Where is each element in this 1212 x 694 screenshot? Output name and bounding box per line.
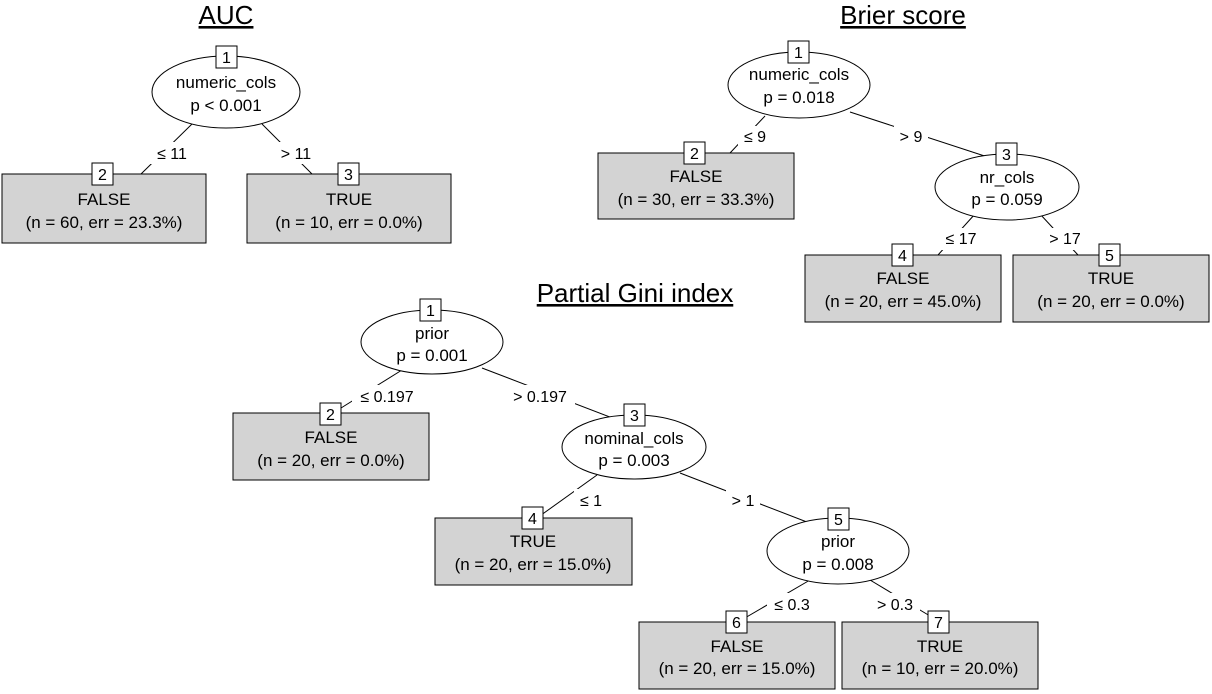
node-id-box	[215, 45, 238, 69]
tree-partial-gini-index: Partial Gini index ≤ 0.197 > 0.197 ≤ 1 >…	[232, 278, 1039, 690]
edge-label: > 0.3	[877, 597, 913, 614]
node-id-box	[1098, 243, 1121, 267]
node-id: 1	[794, 45, 803, 62]
leaf-label: TRUE	[510, 532, 556, 551]
node-id: 2	[326, 407, 335, 424]
edge-label: ≤ 11	[157, 146, 187, 163]
tree-title: Partial Gini index	[537, 278, 734, 308]
node-id: 5	[834, 512, 843, 529]
split-p-value: p = 0.008	[802, 555, 873, 574]
node-id-box	[787, 40, 810, 64]
tree-title: Brier score	[840, 0, 966, 30]
node-id: 3	[1002, 147, 1011, 164]
leaf-stats: (n = 20, err = 0.0%)	[257, 451, 404, 470]
edge-label-bg	[870, 593, 920, 615]
edge-label: > 0.197	[513, 389, 567, 406]
node-id-box	[891, 243, 914, 267]
edge-label: ≤ 9	[744, 129, 766, 146]
node-id: 5	[1105, 248, 1114, 265]
node-id-box	[725, 610, 748, 634]
node-id-box	[827, 507, 850, 531]
split-variable: nr_cols	[980, 168, 1035, 187]
node-id-box	[319, 402, 342, 426]
node-id: 1	[426, 303, 435, 320]
split-variable: prior	[415, 324, 449, 343]
leaf-label: TRUE	[917, 637, 963, 656]
leaf-stats: (n = 60, err = 23.3%)	[26, 213, 183, 232]
node-id-box	[623, 403, 646, 427]
edge-label: > 11	[281, 146, 312, 163]
node-id: 3	[630, 408, 639, 425]
node-id: 4	[528, 511, 537, 528]
edge-label-bg	[738, 126, 772, 148]
edge-label: > 1	[732, 493, 755, 510]
tree-title: AUC	[199, 0, 254, 30]
edge-label-bg	[352, 385, 422, 407]
leaf-stats: (n = 20, err = 15.0%)	[455, 555, 612, 574]
edge-label: > 17	[1049, 231, 1081, 248]
split-p-value: p = 0.059	[971, 190, 1042, 209]
split-variable: prior	[821, 532, 855, 551]
split-p-value: p < 0.001	[190, 96, 261, 115]
leaf-node	[246, 173, 452, 244]
split-p-value: p = 0.003	[598, 451, 669, 470]
node-id-box	[995, 142, 1018, 166]
leaf-stats: (n = 30, err = 33.3%)	[618, 190, 775, 209]
edge-label: ≤ 1	[580, 493, 602, 510]
leaf-label: FALSE	[305, 428, 358, 447]
leaf-label: FALSE	[78, 190, 131, 209]
leaf-label: TRUE	[326, 190, 372, 209]
leaf-stats: (n = 10, err = 20.0%)	[862, 659, 1019, 678]
node-id: 6	[732, 615, 741, 632]
tree-brier-score: Brier score ≤ 9 > 9 ≤ 17 > 17 numeric_co…	[597, 0, 1210, 323]
split-variable: nominal_cols	[584, 429, 683, 448]
node-id-box	[927, 610, 950, 634]
leaf-stats: (n = 20, err = 45.0%)	[825, 292, 982, 311]
tree-auc: AUC ≤ 11 > 11 numeric_cols p < 0.001 1 F…	[1, 0, 452, 244]
leaf-stats: (n = 20, err = 15.0%)	[659, 659, 816, 678]
split-p-value: p = 0.018	[763, 88, 834, 107]
node-id: 3	[344, 167, 353, 184]
leaf-label: FALSE	[877, 269, 930, 288]
node-id-box	[337, 162, 360, 186]
node-id: 7	[934, 615, 943, 632]
split-variable: numeric_cols	[749, 65, 849, 84]
edge-label-bg	[894, 126, 928, 148]
leaf-stats: (n = 10, err = 0.0%)	[275, 213, 422, 232]
node-id: 1	[222, 50, 231, 67]
edge-label: > 9	[900, 129, 923, 146]
edge-label-bg	[574, 489, 608, 511]
edge-label-bg	[940, 228, 982, 250]
split-variable: numeric_cols	[176, 73, 276, 92]
edge-label-bg	[150, 142, 192, 164]
edge-label-bg	[726, 489, 760, 511]
node-id-box	[683, 141, 706, 165]
leaf-label: FALSE	[711, 637, 764, 656]
edge-line	[536, 474, 598, 519]
node-id: 2	[690, 146, 699, 163]
edge-label: ≤ 0.197	[360, 389, 413, 406]
node-id: 2	[98, 167, 107, 184]
leaf-label: FALSE	[670, 167, 723, 186]
edge-label-bg	[1044, 228, 1086, 250]
edge-label-bg	[505, 385, 575, 407]
node-id-box	[419, 298, 442, 322]
node-id-box	[91, 162, 114, 186]
split-p-value: p = 0.001	[396, 346, 467, 365]
edge-label: ≤ 17	[945, 231, 976, 248]
edge-label: ≤ 0.3	[774, 597, 810, 614]
leaf-stats: (n = 20, err = 0.0%)	[1037, 292, 1184, 311]
node-id: 4	[898, 248, 907, 265]
edge-label-bg	[767, 593, 817, 615]
edge-label-bg	[274, 142, 316, 164]
leaf-label: TRUE	[1088, 269, 1134, 288]
node-id-box	[521, 506, 544, 530]
